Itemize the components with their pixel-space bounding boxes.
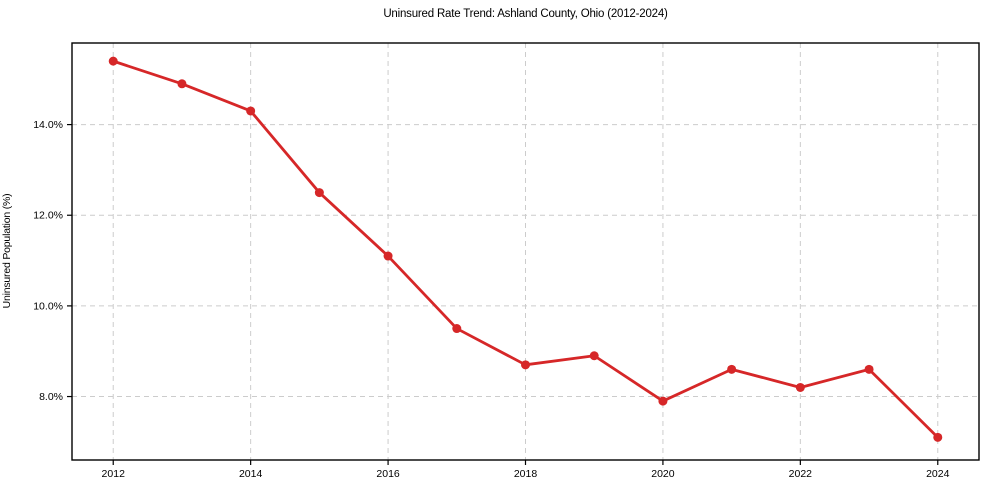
x-tick-label: 2024 xyxy=(926,468,950,480)
data-point xyxy=(314,188,324,198)
x-tick-label: 2014 xyxy=(239,468,263,480)
x-tick-label: 2012 xyxy=(102,468,126,480)
data-point xyxy=(589,351,599,361)
data-point xyxy=(108,56,118,66)
chart-title: Uninsured Rate Trend: Ashland County, Oh… xyxy=(383,8,668,20)
data-point xyxy=(383,251,393,261)
data-point xyxy=(864,364,874,374)
x-tick-label: 2016 xyxy=(376,468,400,480)
data-point xyxy=(795,382,805,392)
x-tick-label: 2020 xyxy=(651,468,675,480)
y-tick-label: 8.0% xyxy=(39,391,63,403)
data-point xyxy=(521,360,530,370)
x-tick-label: 2018 xyxy=(514,468,538,480)
data-point xyxy=(933,432,943,442)
plot-border xyxy=(71,42,980,461)
data-point xyxy=(452,324,462,334)
data-point xyxy=(177,79,187,89)
y-tick-label: 14.0% xyxy=(33,119,63,131)
x-tick-label: 2022 xyxy=(789,468,813,480)
y-tick-label: 12.0% xyxy=(33,210,63,222)
data-point xyxy=(246,106,256,116)
y-tick-label: 10.0% xyxy=(33,300,63,312)
data-point xyxy=(658,396,668,406)
data-point xyxy=(727,364,737,374)
